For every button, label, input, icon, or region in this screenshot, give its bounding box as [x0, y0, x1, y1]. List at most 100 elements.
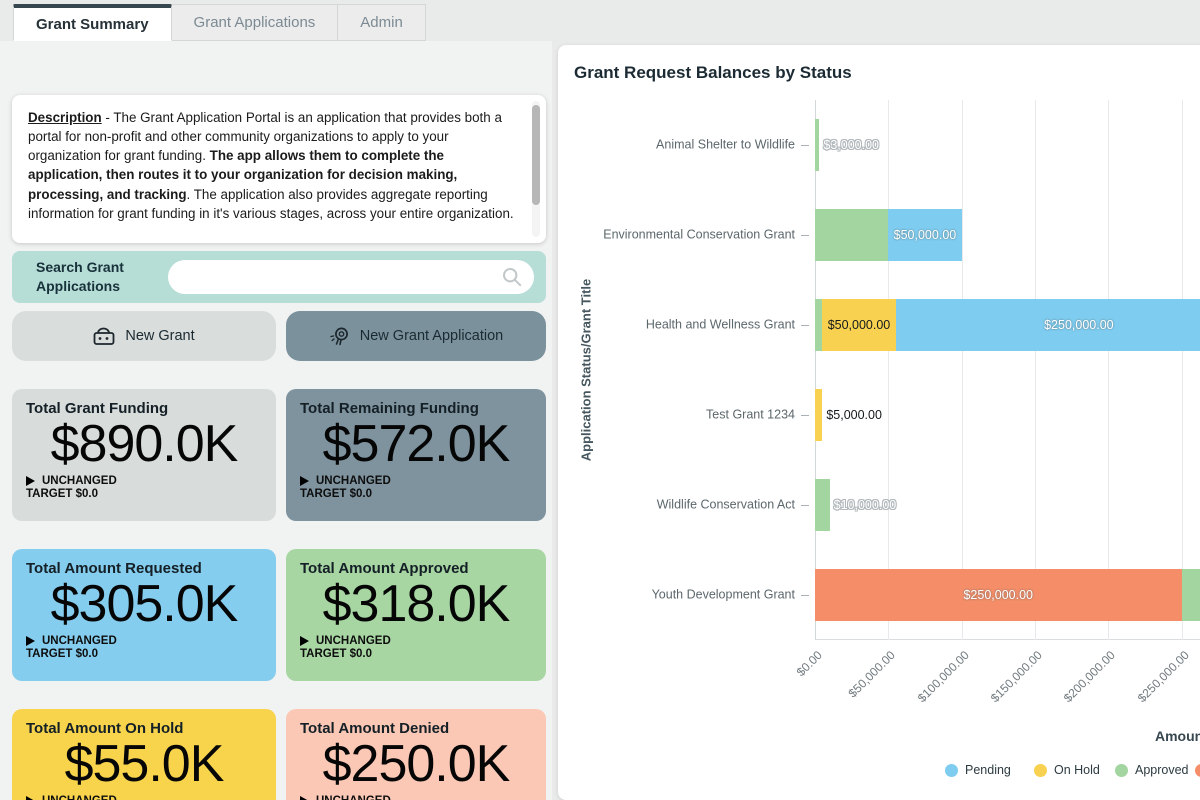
legend-dot-pending [945, 763, 958, 777]
tab-grant-summary[interactable]: Grant Summary [13, 4, 172, 41]
legend-dot-denied [1195, 763, 1200, 777]
kpi-value: $55.0K [64, 735, 225, 793]
kpi-value: $572.0K [322, 415, 511, 473]
x-tick-label: $250,000.00 [1134, 648, 1192, 706]
gridline [961, 100, 963, 640]
category-label: Environmental Conservation Grant [603, 227, 795, 242]
kpi-card-total-amount-denied: Total Amount Denied$250.0KUNCHANGEDTARGE… [286, 709, 546, 800]
chart-row-test-grant-1234: Test Grant 1234 $5,000.00 [706, 370, 1200, 460]
legend-item-pending[interactable]: Pending [945, 763, 1011, 777]
description-part: - The Grant Application Portal is an app… [28, 110, 502, 164]
left-panel: Description - The Grant Application Port… [0, 41, 552, 800]
chart-plot-area: $0.00 $50,000.00 $100,000.00 $150,000.00 $20… [603, 100, 1200, 705]
tab-grant-applications[interactable]: Grant Applications [171, 4, 339, 41]
kpi-trend-label: UNCHANGED [316, 635, 391, 648]
chart-row-youth-development-grant: Youth Development Grant $250,000.00 [652, 550, 1200, 640]
bar-health-and-wellness-grant: $50,000.00 $250,000.00 [815, 299, 1200, 351]
chart-y-axis-label: Application Status/Grant Title [578, 278, 594, 462]
trend-arrow-icon [26, 796, 35, 800]
description-part: . The application also provides aggregat… [28, 186, 514, 221]
bar-segment-on-hold[interactable]: $50,000.00 [822, 299, 896, 351]
bar-test-grant-1234: $5,000.00 [815, 389, 882, 441]
x-tick-label: $0.00 [793, 648, 825, 680]
legend-dot-on-hold [1034, 763, 1047, 777]
new-grant-application-button[interactable]: New Grant Application [286, 311, 546, 361]
bar-value-label: $10,000.00 [833, 498, 897, 512]
y-tick [801, 505, 809, 506]
kpi-card-total-grant-funding: Total Grant Funding $890.0K UNCHANGED TARGE… [12, 389, 276, 521]
chart-title: Grant Request Balances by Status [574, 63, 852, 82]
bar-segment-pending[interactable]: $250,000.00 [895, 299, 1200, 351]
trend-arrow-icon [300, 476, 309, 487]
kpi-value: $305.0K [50, 575, 239, 633]
award-ribbon-icon [330, 327, 348, 346]
kpi-title: Total Amount On Hold [26, 720, 184, 737]
search-label: Search Grant Applications [36, 259, 124, 294]
bar-segment-pending[interactable]: $50,000.00 [888, 209, 962, 261]
search-input[interactable] [168, 260, 534, 294]
kpi-card-total-amount-approved: Total Amount Approved $318.0K UNCHANGED TAR… [286, 549, 546, 681]
kpi-target-label: TARGET $0.0 [26, 488, 98, 501]
kpi-title: Total Amount Denied [300, 720, 450, 737]
chart-x-axis-label: Amount [1155, 728, 1200, 744]
y-tick [801, 415, 809, 416]
description-card: Description - The Grant Application Port… [12, 95, 546, 243]
bar-youth-development-grant: $250,000.00 [815, 569, 1200, 621]
category-label: Youth Development Grant [651, 587, 795, 602]
kpi-trend-label: UNCHANGED [42, 635, 117, 648]
description-part: The app allows them to complete the appl… [28, 148, 458, 202]
description-scrollbar-thumb[interactable] [532, 105, 540, 205]
x-tick-label: $200,000.00 [1060, 648, 1119, 706]
description-text: Description - The Grant Application Port… [28, 110, 514, 221]
bar-segment-approved[interactable] [815, 299, 823, 351]
tab-bar: Grant Summary Grant Applications Admin [13, 4, 426, 41]
kpi-trend-label: UNCHANGED [42, 475, 117, 488]
search-section: Search Grant Applications [12, 251, 546, 303]
bar-segment-approved[interactable] [815, 479, 830, 531]
chart-panel: Grant Request Balances by Status Applica… [558, 45, 1200, 800]
trend-arrow-icon [26, 636, 35, 647]
bar-segment-on-hold[interactable] [815, 389, 823, 441]
x-tick-label: $50,000.00 [845, 648, 899, 701]
kpi-title: Total Amount Requested [26, 560, 202, 577]
y-tick [801, 145, 809, 146]
category-label: Animal Shelter to Wildlife [656, 137, 795, 152]
chart-legend: Pending On Hold Approved Denied [558, 763, 1200, 783]
legend-item-on-hold[interactable]: On Hold [1034, 763, 1100, 777]
bar-segment-denied[interactable]: $250,000.00 [815, 569, 1182, 621]
kpi-trend-row: UNCHANGED [26, 795, 262, 800]
bar-environmental-conservation-grant: $50,000.00 [815, 209, 962, 261]
description-part: Description [28, 110, 102, 125]
legend-item-denied[interactable]: Denied [1195, 763, 1200, 777]
kpi-card-total-amount-on-hold: Total Amount On Hold$55.0KUNCHANGEDTARGE… [12, 709, 276, 800]
tab-admin[interactable]: Admin [338, 4, 426, 41]
legend-label: Approved [1135, 763, 1189, 777]
kpi-trend-label: UNCHANGED [316, 795, 391, 800]
kpi-value: $250.0K [322, 735, 511, 793]
kpi-target-label: TARGET $0.0 [300, 648, 372, 661]
kpi-trend-row: UNCHANGED [26, 635, 262, 647]
kpi-trend-label: UNCHANGED [42, 795, 117, 800]
bar-wildlife-conservation-act: $10,000.00 [815, 479, 896, 531]
legend-dot-approved [1115, 763, 1128, 777]
x-axis-line [815, 639, 1200, 640]
bar-segment-approved[interactable] [1181, 569, 1200, 621]
category-label: Test Grant 1234 [706, 407, 795, 422]
gridline [888, 100, 890, 640]
gridline [815, 100, 816, 640]
kpi-card-grid: Total Grant Funding $890.0K UNCHANGED TARGE… [12, 389, 546, 800]
kpi-trend-row: UNCHANGED [26, 475, 262, 487]
category-label: Wildlife Conservation Act [656, 497, 795, 512]
y-tick [801, 325, 809, 326]
kpi-trend-row: UNCHANGED [300, 795, 532, 800]
legend-item-approved[interactable]: Approved [1115, 763, 1189, 777]
category-label: Health and Wellness Grant [645, 317, 795, 332]
legend-label: Pending [965, 763, 1011, 777]
bar-segment-approved[interactable] [815, 209, 889, 261]
chart-row-health-and-wellness-grant: Health and Wellness Grant $50,000.00 $250,… [646, 280, 1200, 370]
bar-segment-approved[interactable] [815, 119, 820, 171]
x-tick-label: $150,000.00 [987, 648, 1045, 706]
new-grant-button[interactable]: New Grant [12, 311, 276, 361]
bar-value-label: $50,000.00 [893, 228, 957, 242]
